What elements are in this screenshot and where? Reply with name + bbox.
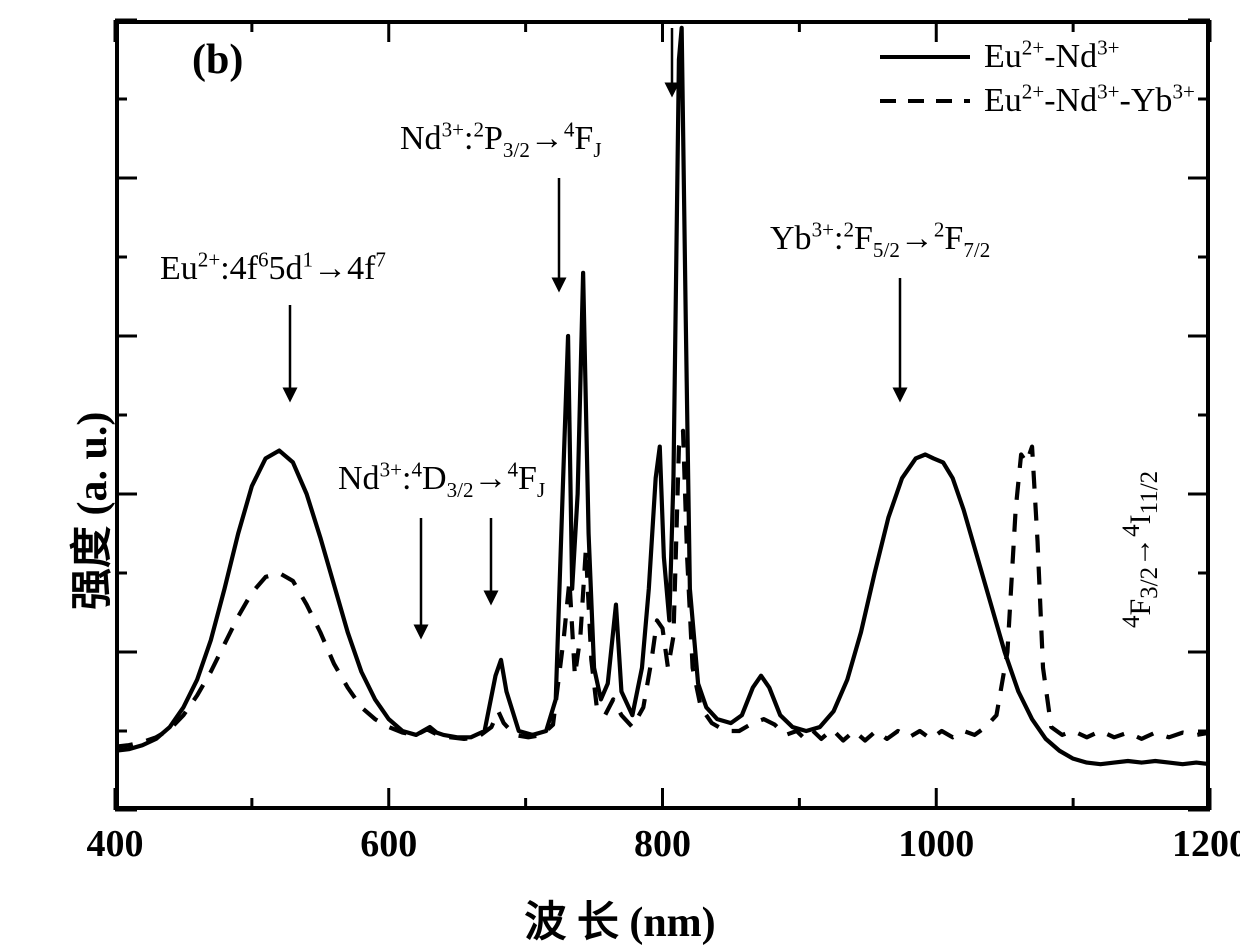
legend-item: Eu2+-Nd3+ <box>880 38 1195 76</box>
anno-arrows-svg <box>0 0 1240 941</box>
panel-tag: (b) <box>192 36 243 84</box>
x-tick-label: 1200 <box>1172 822 1240 866</box>
annotation-label: Yb3+:2F5/2→2F7/2 <box>770 220 990 258</box>
annotation-label: Nd3+:2P3/2→4FJ <box>400 120 602 158</box>
x-tick-label: 800 <box>634 822 691 866</box>
annotation-label: Nd3+:4D3/2→4FJ <box>338 460 545 498</box>
y-axis-title: 强度 (a. u.) <box>58 412 119 610</box>
x-tick-label: 1000 <box>898 822 974 866</box>
x-tick-label: 600 <box>360 822 417 866</box>
legend-swatch <box>880 89 970 113</box>
legend-label: Eu2+-Nd3+ <box>984 38 1120 76</box>
x-tick-label: 400 <box>87 822 144 866</box>
annotation-label: Eu2+:4f65d1→4f7 <box>160 250 386 288</box>
side-annotation: 4F3/2→4I11/2 <box>1118 471 1164 628</box>
legend-label: Eu2+-Nd3+-Yb3+ <box>984 82 1195 120</box>
legend-swatch <box>880 45 970 69</box>
chart-stage: 40060080010001200 波 长 (nm) 强度 (a. u.) (b… <box>0 0 1240 941</box>
legend-item: Eu2+-Nd3+-Yb3+ <box>880 82 1195 120</box>
legend: Eu2+-Nd3+ Eu2+-Nd3+-Yb3+ <box>880 38 1195 126</box>
x-axis-title: 波 长 (nm) <box>0 888 1240 949</box>
